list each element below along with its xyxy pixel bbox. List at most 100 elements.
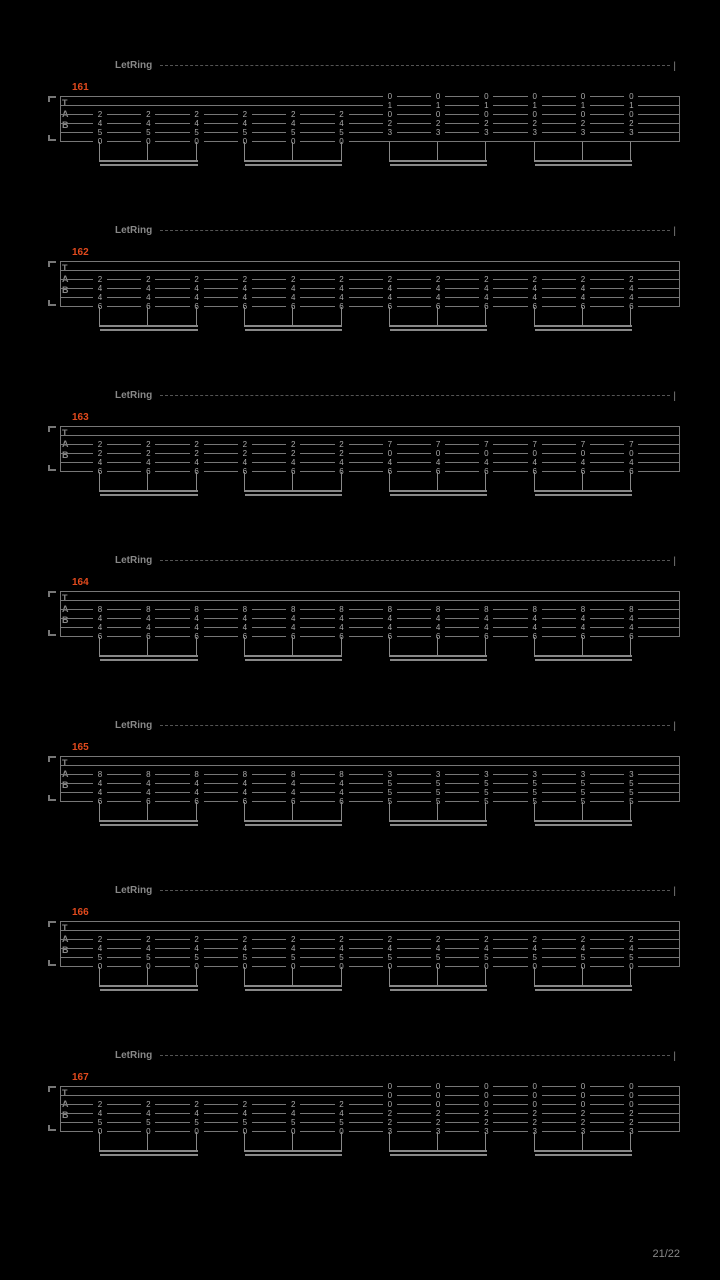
fret-number: 3	[431, 770, 445, 779]
fret-number: 1	[431, 101, 445, 110]
fret-number: 0	[141, 1127, 155, 1136]
fret-number: 3	[383, 770, 397, 779]
note-stem	[244, 1132, 245, 1152]
beam	[535, 659, 633, 661]
fret-number: 8	[190, 605, 204, 614]
fret-number: 4	[624, 293, 638, 302]
note-stem	[485, 802, 486, 822]
staff-line	[60, 921, 680, 922]
note-stem	[534, 637, 535, 657]
fret-number: 2	[238, 935, 252, 944]
note-stem	[147, 967, 148, 987]
fret-number: 4	[335, 284, 349, 293]
fret-number: 4	[624, 623, 638, 632]
note-stem	[99, 142, 100, 162]
fret-number: 2	[238, 110, 252, 119]
fret-number: 0	[624, 1082, 638, 1091]
fret-number: 4	[335, 293, 349, 302]
fret-number: 2	[190, 449, 204, 458]
fret-number: 2	[624, 119, 638, 128]
note-stem	[196, 637, 197, 657]
fret-number: 2	[335, 275, 349, 284]
note-stem	[99, 802, 100, 822]
fret-number: 2	[431, 1109, 445, 1118]
bar-number: 163	[72, 412, 89, 423]
fret-number: 2	[286, 440, 300, 449]
beam	[535, 989, 633, 991]
beam	[390, 1154, 488, 1156]
note-stem	[437, 142, 438, 162]
fret-number: 2	[383, 935, 397, 944]
beam-group-container	[60, 160, 680, 168]
note-stem	[341, 802, 342, 822]
note-stem	[196, 142, 197, 162]
note-stem	[630, 472, 631, 492]
fret-number: 2	[93, 110, 107, 119]
fret-number: 7	[624, 440, 638, 449]
fret-number: 4	[479, 614, 493, 623]
let-ring-end: |	[673, 61, 676, 72]
fret-number: 2	[335, 440, 349, 449]
fret-number: 1	[383, 101, 397, 110]
fret-number: 4	[286, 944, 300, 953]
measure: LetRing|166TAB24502450245024502450245024…	[60, 885, 680, 1015]
fret-number: 4	[335, 623, 349, 632]
fret-number: 2	[190, 275, 204, 284]
note-stem	[99, 637, 100, 657]
fret-number: 0	[431, 449, 445, 458]
fret-number: 4	[141, 788, 155, 797]
fret-number: 4	[576, 284, 590, 293]
beam-group-container	[60, 985, 680, 993]
let-ring-line	[160, 890, 670, 891]
fret-number: 5	[238, 953, 252, 962]
fret-number: 4	[431, 284, 445, 293]
fret-number: 2	[286, 110, 300, 119]
staff-line	[60, 270, 680, 271]
note-stem	[244, 637, 245, 657]
staff-line	[60, 261, 680, 262]
fret-number: 6	[479, 632, 493, 641]
fret-number: 5	[190, 1118, 204, 1127]
note-stem	[292, 472, 293, 492]
fret-number: 2	[238, 275, 252, 284]
fret-number: 0	[431, 92, 445, 101]
fret-number: 4	[286, 458, 300, 467]
fret-number: 6	[431, 632, 445, 641]
let-ring-label: LetRing	[115, 720, 152, 731]
staff-bracket	[48, 426, 58, 471]
fret-number: 0	[576, 1091, 590, 1100]
fret-number: 0	[528, 110, 542, 119]
fret-number: 6	[576, 632, 590, 641]
note-stem	[534, 142, 535, 162]
note-stem	[534, 802, 535, 822]
beam	[390, 655, 488, 657]
staff-line	[60, 765, 680, 766]
fret-number: 4	[238, 779, 252, 788]
barline	[60, 261, 61, 306]
fret-number: 0	[624, 1100, 638, 1109]
fret-number: 0	[479, 1082, 493, 1091]
note-stem	[630, 1132, 631, 1152]
fret-number: 2	[190, 110, 204, 119]
fret-number: 0	[479, 1100, 493, 1109]
fret-number: 1	[479, 101, 493, 110]
beam	[390, 160, 488, 162]
note-stem	[196, 307, 197, 327]
staff-line	[60, 591, 680, 592]
fret-number: 6	[190, 302, 204, 311]
fret-number: 6	[576, 467, 590, 476]
fret-number: 4	[479, 293, 493, 302]
fret-number: 5	[383, 788, 397, 797]
fret-number: 4	[93, 788, 107, 797]
fret-number: 4	[431, 944, 445, 953]
let-ring-end: |	[673, 721, 676, 732]
fret-number: 6	[141, 467, 155, 476]
beam	[535, 655, 633, 657]
beam	[245, 160, 343, 162]
fret-number: 0	[479, 449, 493, 458]
note-stem	[437, 967, 438, 987]
fret-number: 2	[286, 1100, 300, 1109]
note-stem	[389, 472, 390, 492]
staff-bracket	[48, 921, 58, 966]
fret-number: 0	[576, 92, 590, 101]
